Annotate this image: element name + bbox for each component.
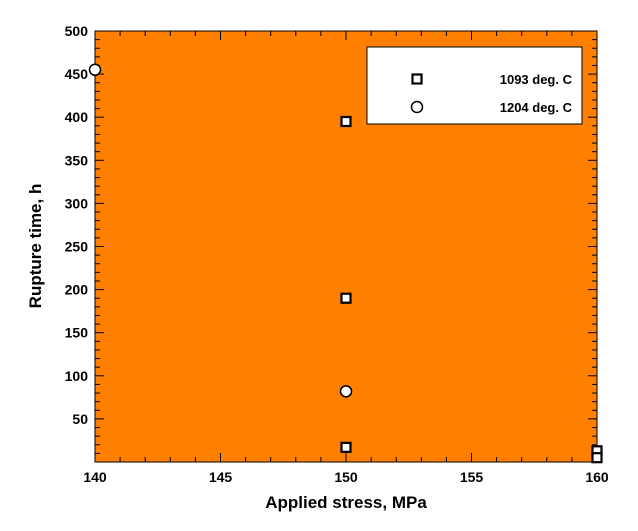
data-point-circle — [339, 385, 353, 398]
y-tick-label: 400 — [65, 109, 89, 125]
y-tick-label: 50 — [72, 411, 88, 427]
data-point-square — [340, 441, 352, 453]
data-point-square — [591, 452, 603, 464]
data-point-square — [340, 292, 352, 304]
y-tick-label: 100 — [65, 368, 89, 384]
x-tick-label: 145 — [209, 469, 233, 485]
legend-circle-icon — [410, 100, 424, 114]
y-tick-label: 350 — [65, 152, 89, 168]
data-point-square — [340, 115, 352, 128]
legend-label: 1204 deg. C — [500, 100, 573, 115]
legend-items: 1093 deg. C 1204 deg. C — [410, 72, 573, 115]
y-tick-label: 150 — [65, 325, 89, 341]
x-tick-label: 140 — [83, 469, 107, 485]
data-point-circle — [88, 63, 102, 77]
y-tick-label: 200 — [65, 282, 89, 298]
y-tick-label: 250 — [65, 239, 89, 255]
legend: 1093 deg. C 1204 deg. C — [366, 46, 583, 125]
y-tick-label: 500 — [65, 23, 89, 39]
y-tick-label: 300 — [65, 195, 89, 211]
y-axis-title: Rupture time, h — [26, 184, 45, 309]
x-tick-label: 155 — [460, 469, 484, 485]
data-points — [88, 63, 603, 464]
x-tick-label: 160 — [585, 469, 609, 485]
tick-labels: 140 145 150 155 160 50 100 150 200 250 300 350 400 45… — [65, 23, 609, 485]
legend-label: 1093 deg. C — [500, 72, 573, 87]
x-axis-title: Applied stress, MPa — [265, 493, 427, 512]
legend-square-icon — [411, 73, 423, 85]
legend-box — [366, 46, 583, 125]
x-tick-label: 150 — [334, 469, 358, 485]
y-tick-label: 450 — [65, 66, 89, 82]
axis-ticks — [94, 30, 598, 463]
